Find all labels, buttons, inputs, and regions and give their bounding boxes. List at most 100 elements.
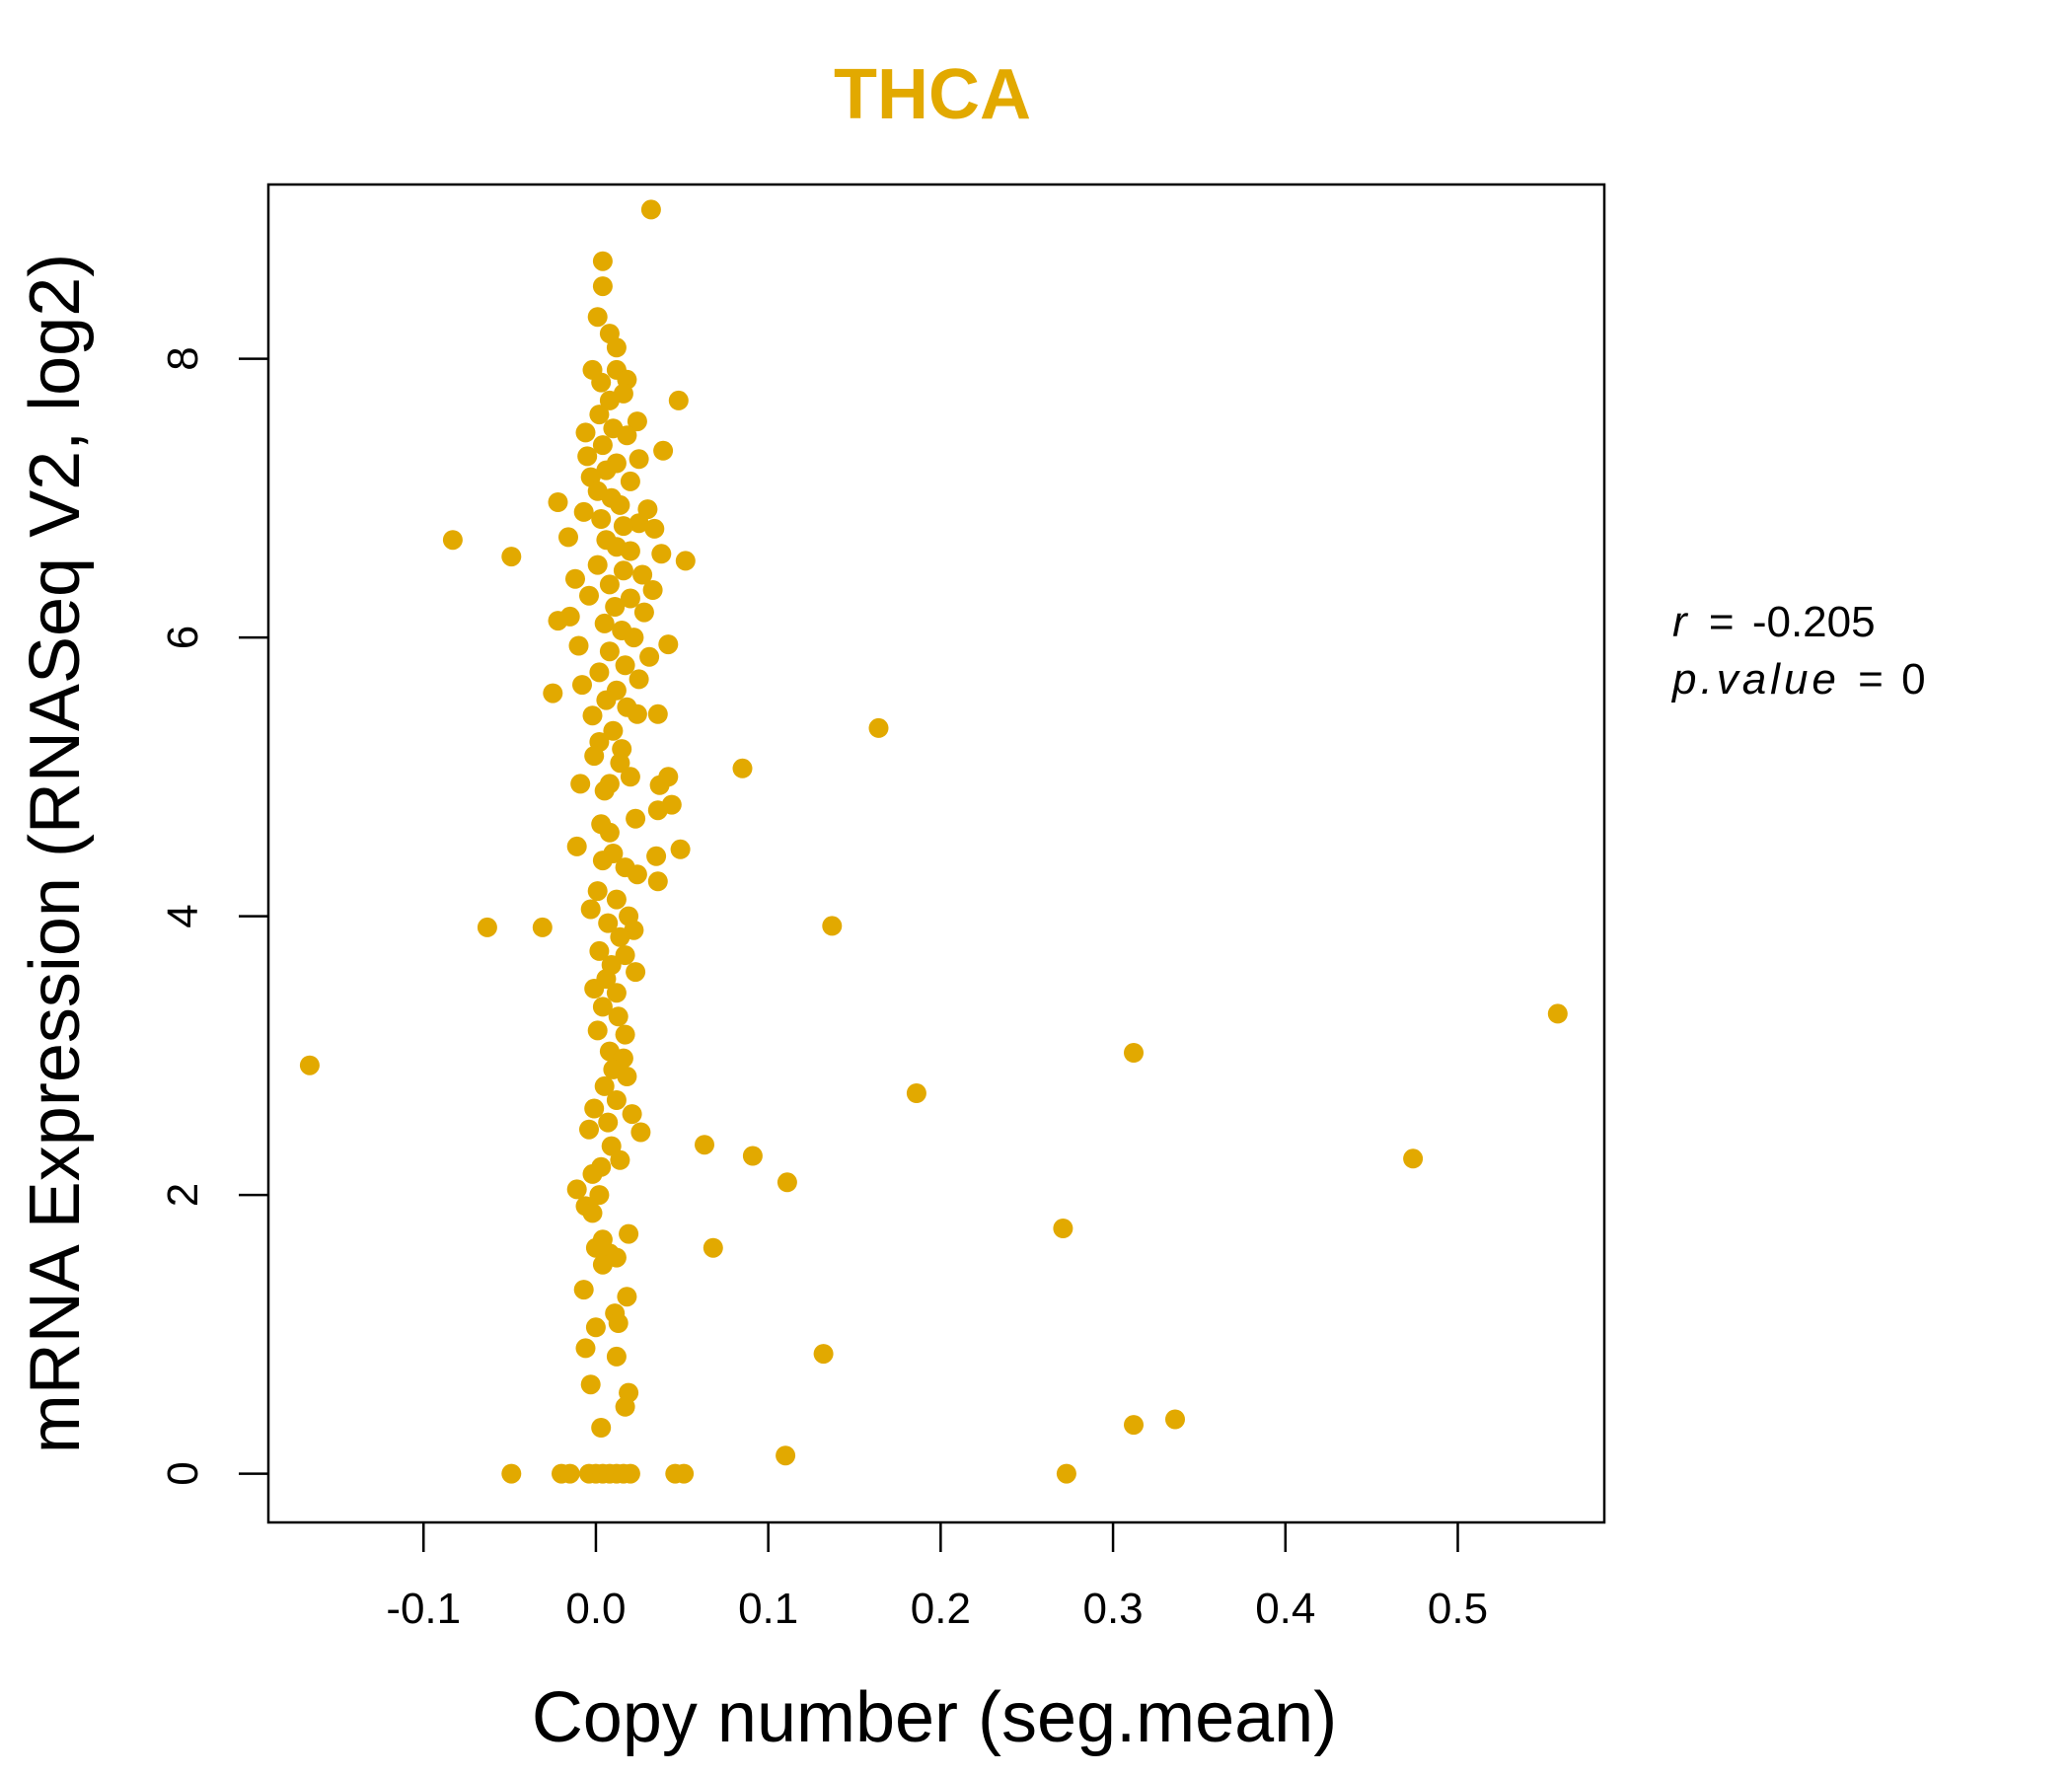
data-point	[477, 917, 497, 937]
data-point	[591, 372, 612, 393]
data-point	[442, 530, 463, 551]
r-value: -0.205	[1752, 598, 1876, 646]
data-point	[906, 1083, 926, 1103]
data-point	[633, 602, 654, 623]
p-label: p.value	[1670, 655, 1840, 703]
y-tick-label: 2	[159, 1183, 207, 1207]
data-point	[575, 1338, 596, 1359]
data-point	[599, 390, 620, 410]
data-point	[592, 435, 613, 456]
y-axis-title: mRNA Expression (RNASeq V2, log2)	[16, 254, 95, 1453]
p-equals: =	[1858, 655, 1884, 703]
data-point	[620, 1463, 640, 1484]
svg-text:p.value = 0: p.value = 0	[1670, 655, 1926, 703]
data-point	[610, 494, 630, 515]
x-tick-label: 0.3	[1082, 1585, 1143, 1633]
data-point	[584, 979, 605, 999]
data-point	[777, 1172, 797, 1193]
data-point	[703, 1237, 723, 1258]
x-axis: -0.1 0.0 0.1 0.2 0.3 0.4 0.5	[386, 1522, 1488, 1633]
data-point	[647, 871, 668, 892]
data-point	[640, 199, 661, 220]
data-point	[606, 1346, 627, 1367]
data-point	[589, 405, 610, 425]
data-point	[587, 881, 608, 902]
data-point	[651, 544, 672, 564]
data-point	[620, 471, 640, 491]
data-point	[624, 628, 644, 648]
y-tick-label: 4	[159, 904, 207, 927]
data-point	[559, 1463, 580, 1484]
data-point	[822, 916, 843, 936]
data-point	[674, 1463, 695, 1484]
y-tick-label: 0	[159, 1461, 207, 1485]
data-point	[599, 822, 620, 843]
data-point	[548, 611, 568, 631]
data-point	[603, 720, 624, 741]
x-tick-label: 0.5	[1428, 1585, 1488, 1633]
data-point	[592, 851, 613, 871]
data-point	[582, 1203, 603, 1223]
data-point	[646, 846, 667, 866]
data-point	[592, 1254, 613, 1275]
data-point	[813, 1344, 834, 1365]
data-point	[592, 276, 613, 297]
data-point	[565, 568, 585, 589]
data-point	[580, 899, 601, 920]
data-point	[582, 705, 603, 726]
data-point	[647, 800, 668, 821]
data-point	[579, 1119, 599, 1140]
data-point	[675, 551, 696, 571]
data-point	[599, 574, 620, 595]
data-point	[589, 940, 610, 961]
data-point	[568, 635, 589, 656]
data-point	[572, 675, 592, 696]
data-point	[592, 251, 613, 271]
data-point	[615, 655, 635, 676]
data-point	[668, 390, 689, 410]
data-point	[629, 513, 649, 534]
data-point	[619, 1223, 639, 1244]
data-point	[596, 460, 617, 481]
data-point	[1124, 1043, 1144, 1063]
x-tick-label: 0.1	[738, 1585, 798, 1633]
data-point	[543, 683, 563, 703]
data-point	[742, 1146, 763, 1166]
data-point	[575, 422, 596, 443]
data-point	[570, 774, 591, 794]
r-label: r	[1672, 598, 1689, 646]
data-point	[622, 1104, 642, 1125]
data-point	[627, 411, 647, 432]
data-point	[532, 917, 553, 937]
data-point	[605, 597, 626, 617]
data-point	[501, 1463, 522, 1484]
stats-annotation: r = -0.205 p.value = 0	[1670, 598, 1926, 703]
data-point	[617, 1287, 637, 1307]
data-point	[573, 1280, 594, 1300]
data-point	[598, 1112, 619, 1133]
svg-text:r = -0.205: r = -0.205	[1672, 598, 1876, 646]
data-point	[594, 613, 615, 633]
y-axis: 0 2 4 6 8	[159, 346, 268, 1486]
chart-title: THCA	[834, 55, 1031, 134]
data-point	[658, 634, 679, 655]
x-tick-label: 0.2	[911, 1585, 971, 1633]
data-point	[620, 767, 640, 787]
data-point	[670, 839, 691, 859]
data-point	[589, 662, 610, 683]
data-point	[582, 1163, 603, 1184]
data-point	[776, 1445, 796, 1466]
data-point	[589, 1185, 610, 1206]
data-point	[615, 1396, 635, 1417]
data-point	[584, 746, 605, 767]
data-point	[587, 1020, 608, 1041]
data-point	[606, 889, 627, 910]
data-point	[626, 962, 646, 983]
data-point	[1403, 1148, 1424, 1169]
data-point	[620, 541, 640, 561]
data-point	[587, 555, 608, 575]
r-equals: =	[1709, 598, 1735, 646]
data-point	[594, 780, 615, 801]
data-point	[615, 1024, 635, 1045]
data-point	[653, 440, 674, 461]
